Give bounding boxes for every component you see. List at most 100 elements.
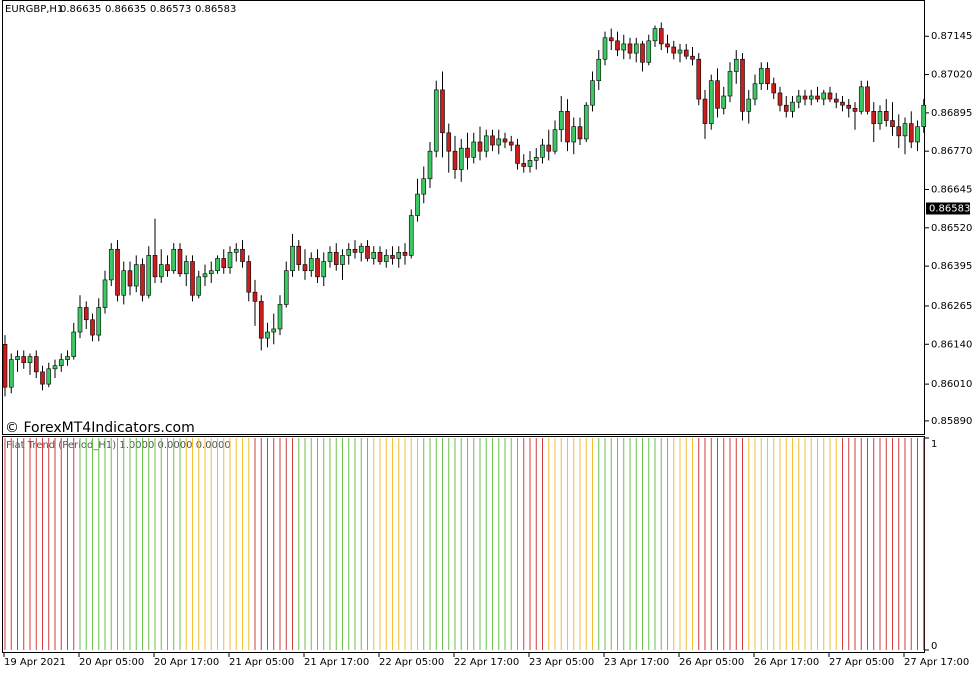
y-tick-label: 0.86895 <box>931 108 972 119</box>
candle-body <box>858 86 864 112</box>
candle-body <box>265 331 270 339</box>
candle-body <box>777 92 783 106</box>
candle-body <box>371 252 377 259</box>
candle-body <box>427 150 433 180</box>
candle-body <box>640 43 645 63</box>
candle-body <box>408 215 414 256</box>
candle-body <box>690 55 695 60</box>
candle-body <box>177 248 183 275</box>
indicator-panel <box>2 436 925 653</box>
candle-body <box>171 248 177 272</box>
candle-body <box>246 261 252 293</box>
candle-body <box>446 132 452 152</box>
x-tick-label: 20 Apr 05:00 <box>79 657 144 668</box>
candle-body <box>765 68 770 85</box>
candle-body <box>558 111 564 131</box>
candle-body <box>540 144 545 158</box>
candle-body <box>783 104 789 112</box>
candle-body <box>546 144 552 152</box>
candle-body <box>321 261 327 278</box>
candle-body <box>352 248 358 253</box>
candle-body <box>140 264 145 296</box>
x-tick-label: 22 Apr 17:00 <box>454 657 519 668</box>
candle-body <box>527 160 533 167</box>
candle-body <box>365 245 370 259</box>
candle-body <box>721 95 727 109</box>
candle-body <box>483 135 489 152</box>
candle-body <box>502 138 508 143</box>
candle-body <box>658 28 664 45</box>
candle-body <box>58 359 64 367</box>
candle-body <box>821 92 827 100</box>
candle-body <box>421 178 427 195</box>
candle-body <box>490 135 495 146</box>
candle-body <box>496 138 502 146</box>
candle-body <box>290 245 295 272</box>
candle-body <box>308 258 314 272</box>
x-tick-label: 22 Apr 05:00 <box>379 657 444 668</box>
candle-body <box>683 49 689 57</box>
candle-body <box>671 46 677 54</box>
candle-body <box>908 123 914 143</box>
candle-body <box>458 147 464 170</box>
candle-body <box>758 68 764 85</box>
candle-body <box>190 261 195 296</box>
candle-body <box>865 86 870 112</box>
candle-body <box>515 144 520 164</box>
candle-body <box>633 43 639 54</box>
candle-body <box>533 157 539 161</box>
candle-body <box>627 43 633 54</box>
y-tick-label: 0.86140 <box>931 339 972 350</box>
candle-body <box>846 104 852 109</box>
candle-body <box>390 255 395 259</box>
candle-body <box>802 95 808 100</box>
x-tick-label: 27 Apr 05:00 <box>829 657 894 668</box>
candle-body <box>227 252 233 268</box>
candle-body <box>571 126 577 143</box>
candle-body <box>833 98 839 103</box>
watermark: © ForexMT4Indicators.com <box>5 420 195 436</box>
candle-body <box>733 58 739 72</box>
candle-body <box>21 356 27 363</box>
y-tick-label: 0.85890 <box>931 416 972 427</box>
y-tick-label: 0.86770 <box>931 146 972 157</box>
candle-body <box>115 248 120 296</box>
candle-body <box>508 141 514 146</box>
candle-body <box>796 95 802 103</box>
x-tick-label: 21 Apr 05:00 <box>229 657 294 668</box>
candle-body <box>596 58 602 81</box>
candle-body <box>902 123 908 137</box>
candle-body <box>646 40 652 63</box>
y-tick-label: 0.87145 <box>931 31 972 42</box>
candle-body <box>921 104 927 127</box>
candle-body <box>27 356 33 363</box>
candle-body <box>615 40 620 51</box>
candle-body <box>652 28 658 42</box>
candle-body <box>33 356 39 373</box>
candle-body <box>521 163 527 167</box>
candle-body <box>233 248 239 253</box>
candle-body <box>890 120 895 127</box>
y-tick-label: 0.86010 <box>931 379 972 390</box>
candle-body <box>465 147 470 158</box>
candle-body <box>90 319 95 336</box>
candle-body <box>327 252 333 262</box>
candle-body <box>165 264 170 272</box>
candle-body <box>46 368 52 385</box>
candle-body <box>108 248 114 281</box>
candle-body <box>815 95 820 100</box>
candle-body <box>708 80 714 124</box>
x-tick-label: 23 Apr 05:00 <box>529 657 594 668</box>
indicator-title: Flat Trend (Period_H1) 1.0000 0.0000 0.0… <box>6 440 231 451</box>
candle-body <box>590 80 595 106</box>
candle-body <box>296 245 302 265</box>
candle-body <box>696 58 702 100</box>
candle-body <box>2 343 8 388</box>
last-price-box <box>926 202 970 215</box>
candle-body <box>608 37 614 42</box>
candle-body <box>433 89 439 152</box>
x-tick-label: 21 Apr 17:00 <box>304 657 369 668</box>
candle-body <box>283 270 289 305</box>
candle-body <box>96 307 102 336</box>
candle-body <box>258 301 264 339</box>
